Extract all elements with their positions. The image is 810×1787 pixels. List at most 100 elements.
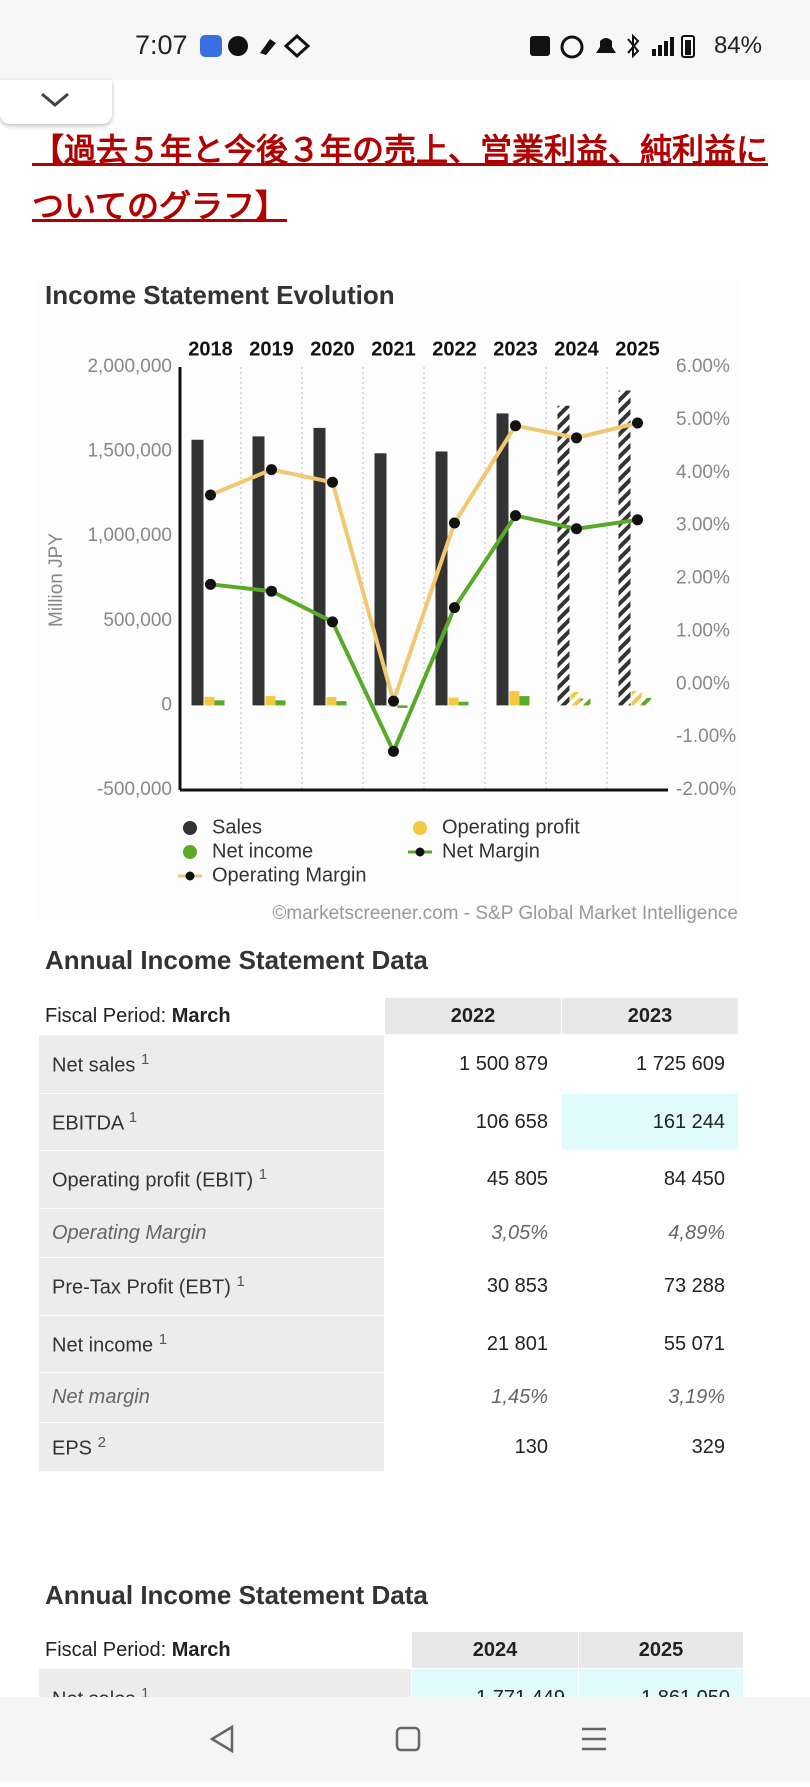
line-point	[632, 514, 643, 526]
row-label-cell: Operating profit (EBIT) 1	[38, 1150, 385, 1209]
bar	[448, 697, 459, 706]
row-label: Pre-Tax Profit (EBT)	[52, 1276, 231, 1299]
x-tick-label: 2020	[310, 338, 355, 360]
source: ©marketscreener.com - S&P Global Market …	[272, 903, 738, 924]
value-cell: 55 071	[561, 1315, 739, 1373]
column-header: 2025	[578, 1631, 744, 1669]
bar	[265, 696, 276, 706]
status-icons	[200, 33, 311, 59]
header-row: Fiscal Period: March 2024 2025	[38, 1631, 744, 1669]
legend-label: Sales	[212, 816, 262, 838]
collapse-tab[interactable]	[0, 80, 112, 124]
line-point	[327, 616, 338, 628]
row-label: Net sales	[52, 1054, 136, 1077]
footnote-mark: 1	[140, 1050, 150, 1068]
line-point	[388, 695, 399, 707]
x-tick-label: 2021	[371, 338, 416, 360]
heading-link[interactable]: 【過去５年と今後３年の売上、営業利益、純利益についてのグラフ】	[32, 132, 769, 224]
value-cell: 1,45%	[384, 1372, 562, 1423]
battery-level: 84%	[713, 32, 762, 59]
menu-button[interactable]	[582, 1727, 606, 1751]
table-title: Annual Income Statement Data	[45, 945, 428, 975]
line-point	[266, 585, 277, 597]
footnote-mark: 1	[158, 1330, 168, 1348]
line-point	[449, 602, 460, 614]
line-point	[449, 517, 460, 529]
line-point	[205, 489, 216, 501]
legend-label: Operating profit	[442, 816, 580, 838]
y2-tick-label: 5.00%	[676, 409, 730, 430]
row-label: EPS	[52, 1437, 93, 1460]
row-label: Operating profit (EBIT)	[52, 1169, 254, 1192]
value-cell: 329	[561, 1422, 739, 1472]
footnote-mark: 1	[258, 1166, 268, 1184]
bar	[557, 405, 570, 706]
legend-swatch	[415, 847, 425, 857]
bar	[275, 700, 286, 706]
footnote-mark: 1	[128, 1108, 138, 1126]
period-value: March	[171, 1638, 231, 1661]
value-cell: 73 288	[561, 1257, 739, 1316]
navigation-bar	[0, 1697, 810, 1782]
header-row: Fiscal Period: March 2022 2023	[38, 997, 739, 1035]
row-label-cell: Pre-Tax Profit (EBT) 1	[38, 1257, 385, 1316]
table-row: Net sales 11 771 4491 861 050	[38, 1668, 744, 1697]
line-point	[571, 523, 582, 535]
line-point	[266, 464, 277, 476]
y2-tick-label: -1.00%	[676, 726, 736, 747]
x-tick-label: 2024	[554, 338, 599, 360]
y2-tick-label: 4.00%	[676, 462, 730, 483]
y-tick-label: 0	[161, 694, 172, 715]
bar	[336, 701, 347, 706]
period-cell: Fiscal Period: March	[38, 997, 385, 1035]
row-label: Net margin	[52, 1386, 150, 1408]
bar	[252, 436, 265, 706]
legend-swatch	[185, 871, 195, 881]
home-button[interactable]	[395, 1726, 421, 1752]
x-tick-label: 2019	[249, 338, 294, 360]
row-label-cell: Net sales 1	[38, 1668, 412, 1697]
bar	[191, 439, 204, 706]
y-tick-label: 1,000,000	[87, 525, 172, 546]
table-title: Annual Income Statement Data	[45, 1580, 428, 1610]
value-cell: 161 244	[561, 1093, 739, 1151]
line-point	[205, 578, 216, 590]
value-cell: 3,19%	[561, 1372, 739, 1423]
y2-tick-label: -2.00%	[676, 779, 736, 800]
column-header: 2022	[384, 997, 562, 1035]
system-icons	[530, 33, 695, 59]
table-row: Net income 1 21 801 55 071	[38, 1315, 739, 1373]
clock: 7:07	[135, 30, 188, 60]
row-label: Net sales	[52, 1688, 135, 1697]
chart-title: Income Statement Evolution	[45, 280, 395, 310]
bar	[214, 700, 225, 706]
row-label-cell: Net income 1	[38, 1315, 385, 1373]
value-cell: 106 658	[384, 1093, 562, 1151]
bar	[641, 697, 652, 706]
legend-swatch	[183, 845, 197, 859]
bar	[631, 691, 642, 706]
period-value: March	[171, 1004, 231, 1027]
y2-tick-label: 6.00%	[676, 356, 730, 377]
table-row: EBITDA 1 106 658 161 244	[38, 1093, 739, 1151]
line-point	[632, 417, 643, 429]
table-row: Net margin 1,45% 3,19%	[38, 1372, 739, 1423]
row-label: Net income	[52, 1334, 154, 1357]
legend-swatch	[413, 821, 427, 835]
value-cell: 45 805	[384, 1150, 562, 1209]
data-table: Fiscal Period: March20242025Net sales 11…	[38, 1631, 744, 1697]
back-button[interactable]	[209, 1724, 234, 1754]
table-row: Operating Margin 3,05% 4,89%	[38, 1208, 739, 1258]
bar	[496, 413, 509, 706]
column-header: 2023	[561, 997, 739, 1035]
period-cell: Fiscal Period: March	[38, 1631, 412, 1669]
bar	[519, 696, 530, 706]
row-label: Operating Margin	[52, 1221, 207, 1244]
x-tick-label: 2025	[615, 338, 660, 360]
footnote-mark: 2	[97, 1433, 106, 1451]
bar	[458, 701, 469, 706]
bar	[313, 427, 326, 706]
bar	[580, 698, 591, 706]
line-point	[510, 510, 521, 522]
